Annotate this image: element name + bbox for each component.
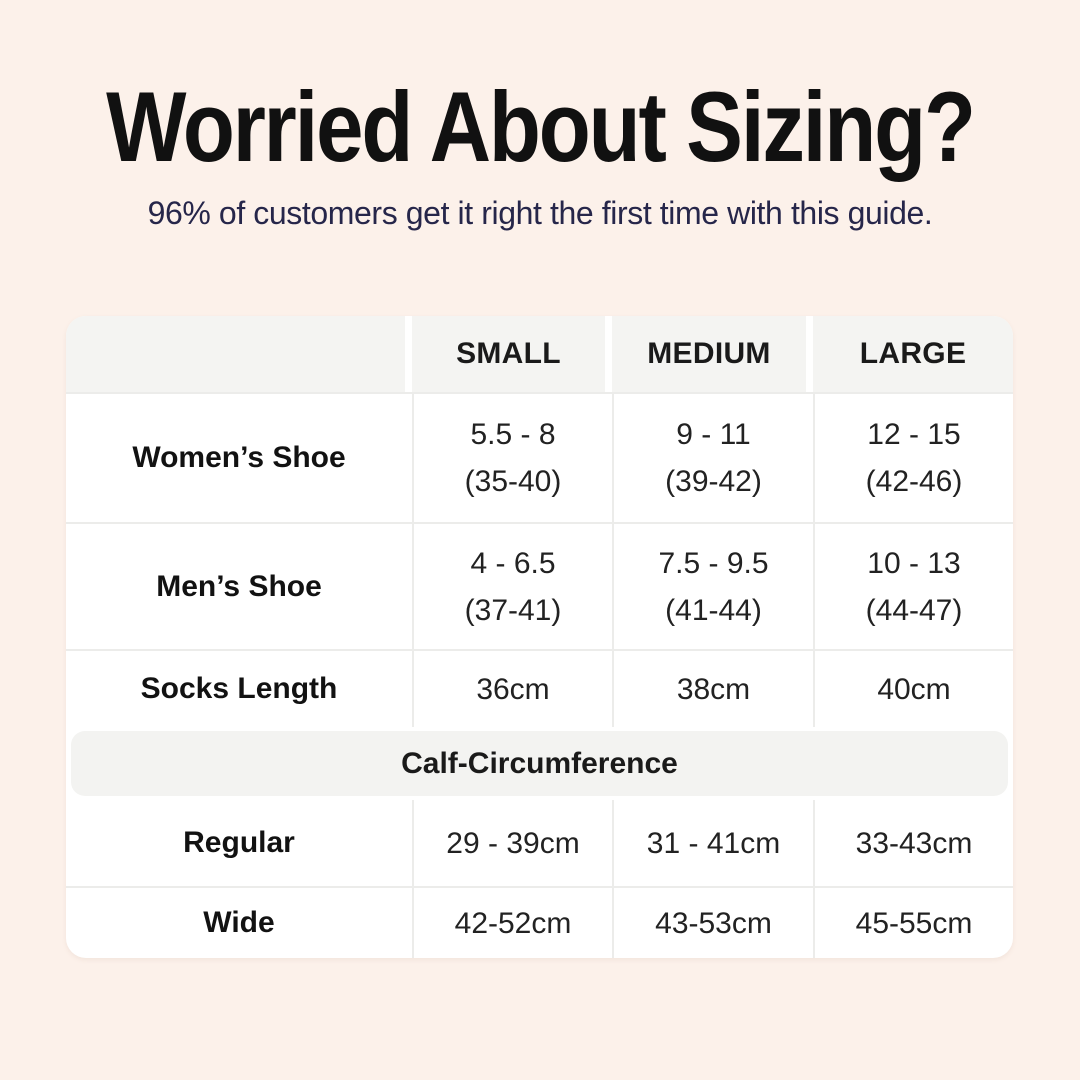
- socks-length-medium-cell: 38cm: [612, 649, 813, 727]
- wide-small-cell: 42-52cm: [412, 886, 612, 958]
- regular-small-cell: 29 - 39cm: [412, 800, 612, 886]
- eu-size-range: (42-46): [865, 465, 963, 498]
- eu-size-range: (41-44): [665, 593, 762, 627]
- us-size-range: 12 - 15: [867, 418, 961, 451]
- us-size-range: 4 - 6.5: [470, 546, 556, 580]
- eu-size-range: (35-40): [464, 465, 562, 498]
- calf-circumference-header: Calf-Circumference: [71, 731, 1008, 796]
- socks-length-small-cell: 36cm: [412, 649, 612, 727]
- us-size-range: 9 - 11: [676, 418, 751, 451]
- mens-shoe-small-cell: 4 - 6.5 (37-41): [412, 522, 612, 649]
- row-label-womens-shoe: Women’s Shoe: [66, 392, 412, 522]
- mens-shoe-medium-cell: 7.5 - 9.5 (41-44): [612, 522, 813, 649]
- table-header-small: SMALL: [412, 316, 612, 392]
- mens-shoe-large-cell: 10 - 13 (44-47): [813, 522, 1013, 649]
- regular-large-cell: 33-43cm: [813, 800, 1013, 886]
- wide-medium-cell: 43-53cm: [612, 886, 813, 958]
- row-label-wide: Wide: [66, 886, 412, 958]
- us-size-range: 7.5 - 9.5: [658, 546, 769, 580]
- wide-large-cell: 45-55cm: [813, 886, 1013, 958]
- row-label-mens-shoe: Men’s Shoe: [66, 522, 412, 649]
- sizing-table: SMALL MEDIUM LARGE Women’s Shoe 5.5 - 8 …: [66, 316, 1013, 958]
- womens-shoe-large-cell: 12 - 15 (42-46): [813, 392, 1013, 522]
- womens-shoe-medium-cell: 9 - 11 (39-42): [612, 392, 813, 522]
- row-label-regular: Regular: [183, 826, 295, 859]
- eu-size-range: (37-41): [464, 593, 562, 627]
- regular-medium-cell: 31 - 41cm: [612, 800, 813, 886]
- table-header-medium: MEDIUM: [612, 316, 813, 392]
- womens-shoe-small-cell: 5.5 - 8 (35-40): [412, 392, 612, 522]
- calf-circumference-section: Calf-Circumference: [66, 727, 1013, 800]
- page-title: Worried About Sizing?: [106, 71, 976, 182]
- row-label-socks-length: Socks Length: [66, 649, 412, 727]
- eu-size-range: (44-47): [865, 593, 963, 627]
- eu-size-range: (39-42): [665, 465, 762, 498]
- table-header-empty-cell: [66, 316, 412, 392]
- table-header-large: LARGE: [813, 316, 1013, 392]
- hero-section: Worried About Sizing? 96% of customers g…: [0, 71, 1080, 232]
- socks-length-large-cell: 40cm: [813, 649, 1013, 727]
- us-size-range: 10 - 13: [867, 546, 961, 580]
- page-subtitle: 96% of customers get it right the first …: [147, 194, 933, 231]
- us-size-range: 5.5 - 8: [470, 418, 556, 451]
